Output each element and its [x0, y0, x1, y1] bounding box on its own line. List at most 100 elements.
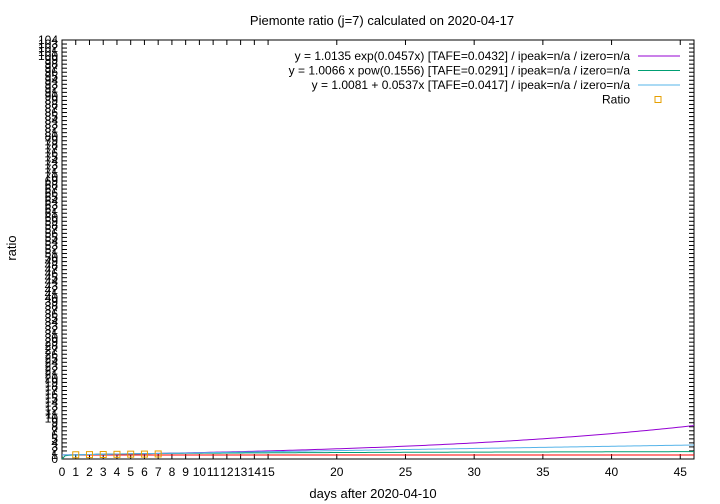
y-tick-label: 28 — [45, 339, 59, 353]
legend-label-1: y = 1.0135 exp(0.0457x) [TAFE=0.0432] / … — [295, 49, 631, 63]
y-tick-label: 81 — [45, 126, 59, 140]
x-tick-label: 11 — [207, 465, 220, 479]
x-tick-label: 40 — [605, 465, 619, 479]
x-tick-label: 12 — [220, 465, 234, 479]
x-tick-label: 8 — [169, 465, 176, 479]
y-tick-label: 20 — [45, 371, 59, 385]
y-tick-label: 55 — [45, 230, 59, 244]
y-tick-label: 69 — [45, 174, 59, 188]
y-axis-label: ratio — [4, 235, 19, 260]
y-tick-label: 95 — [45, 69, 59, 83]
y-tick-label: 72 — [45, 162, 59, 176]
y-tick-label: 48 — [45, 259, 59, 273]
y-tick-label: 1 — [51, 448, 58, 462]
x-tick-label: 15 — [261, 465, 275, 479]
y-tick-label: 102 — [38, 41, 58, 55]
x-tick-label: 13 — [234, 465, 248, 479]
y-tick-label: 73 — [45, 158, 59, 172]
x-tick-label: 25 — [399, 465, 413, 479]
y-tick-label: 85 — [45, 110, 59, 124]
y-tick-label: 86 — [45, 106, 59, 120]
y-tick-label: 61 — [45, 206, 59, 220]
y-tick-label: 78 — [45, 138, 59, 152]
y-tick-label: 62 — [45, 202, 59, 216]
y-tick-label: 52 — [45, 243, 59, 257]
y-tick-label: 26 — [45, 347, 59, 361]
y-tick-label: 35 — [45, 311, 59, 325]
y-tick-label: 4 — [51, 436, 58, 450]
y-tick-label: 104 — [38, 33, 58, 47]
y-tick-label: 94 — [45, 73, 59, 87]
y-tick-label: 80 — [45, 130, 59, 144]
y-tick-label: 29 — [45, 335, 59, 349]
y-tick-label: 42 — [45, 283, 59, 297]
y-tick-label: 27 — [45, 343, 59, 357]
y-tick-label: 90 — [45, 89, 59, 103]
x-tick-label: 4 — [114, 465, 121, 479]
y-tick-label: 14 — [45, 396, 59, 410]
x-tick-label: 1 — [72, 465, 79, 479]
y-tick-label: 40 — [45, 291, 59, 305]
y-tick-label: 2 — [51, 444, 58, 458]
y-tick-label: 101 — [38, 45, 58, 59]
y-tick-label: 0 — [51, 452, 58, 466]
y-tick-label: 88 — [45, 97, 59, 111]
ratio-point — [127, 450, 135, 458]
y-tick-label: 43 — [45, 279, 59, 293]
y-tick-label: 32 — [45, 323, 59, 337]
x-tick-label: 5 — [127, 465, 134, 479]
y-tick-label: 50 — [45, 251, 59, 265]
y-tick-label: 38 — [45, 299, 59, 313]
y-tick-label: 96 — [45, 65, 59, 79]
legend-label-2: y = 1.0066 x pow(0.1556) [TAFE=0.0291] /… — [289, 64, 631, 78]
y-tick-label: 17 — [45, 384, 59, 398]
x-tick-label: 35 — [536, 465, 550, 479]
y-tick-label: 36 — [45, 307, 59, 321]
y-tick-label: 39 — [45, 295, 59, 309]
y-tick-label: 8 — [51, 420, 58, 434]
y-tick-label: 34 — [45, 315, 59, 329]
y-tick-label: 54 — [45, 234, 59, 248]
y-tick-label: 64 — [45, 194, 59, 208]
y-tick-label: 71 — [45, 166, 59, 180]
y-tick-label: 63 — [45, 198, 59, 212]
y-tick-label: 92 — [45, 81, 59, 95]
y-tick-label: 89 — [45, 93, 59, 107]
x-tick-label: 20 — [330, 465, 344, 479]
legend-label-4: Ratio — [602, 93, 630, 107]
plot-frame — [61, 39, 695, 460]
y-tick-label: 13 — [45, 400, 59, 414]
ratio-point — [113, 450, 121, 458]
ratio-point — [99, 450, 107, 458]
y-tick-label: 18 — [45, 379, 59, 393]
y-tick-label: 77 — [45, 142, 59, 156]
y-tick-label: 79 — [45, 134, 59, 148]
y-tick-label: 10 — [45, 412, 59, 426]
y-tick-label: 47 — [45, 263, 59, 277]
x-tick-label: 9 — [182, 465, 189, 479]
y-tick-label: 15 — [45, 392, 59, 406]
y-tick-label: 22 — [45, 363, 59, 377]
x-tick-label: 10 — [193, 465, 207, 479]
y-tick-label: 33 — [45, 319, 59, 333]
x-tick-label: 3 — [100, 465, 107, 479]
legend-swatch-4 — [654, 96, 662, 103]
y-tick-label: 59 — [45, 214, 59, 228]
y-tick-label: 19 — [45, 375, 59, 389]
y-tick-label: 31 — [45, 327, 59, 341]
y-tick-label: 91 — [45, 85, 59, 99]
y-tick-label: 87 — [45, 101, 59, 115]
y-tick-label: 99 — [45, 53, 59, 67]
x-tick-label: 45 — [674, 465, 688, 479]
y-tick-label: 12 — [45, 404, 59, 418]
y-tick-label: 84 — [45, 114, 59, 128]
y-tick-label: 49 — [45, 255, 59, 269]
ratio-point — [72, 451, 80, 459]
y-tick-label: 51 — [45, 247, 59, 261]
y-tick-label: 76 — [45, 146, 59, 160]
ratio-point — [140, 450, 148, 458]
y-tick-label: 45 — [45, 271, 59, 285]
y-tick-label: 57 — [45, 222, 59, 236]
y-tick-label: 44 — [45, 275, 59, 289]
y-tick-label: 30 — [45, 331, 59, 345]
